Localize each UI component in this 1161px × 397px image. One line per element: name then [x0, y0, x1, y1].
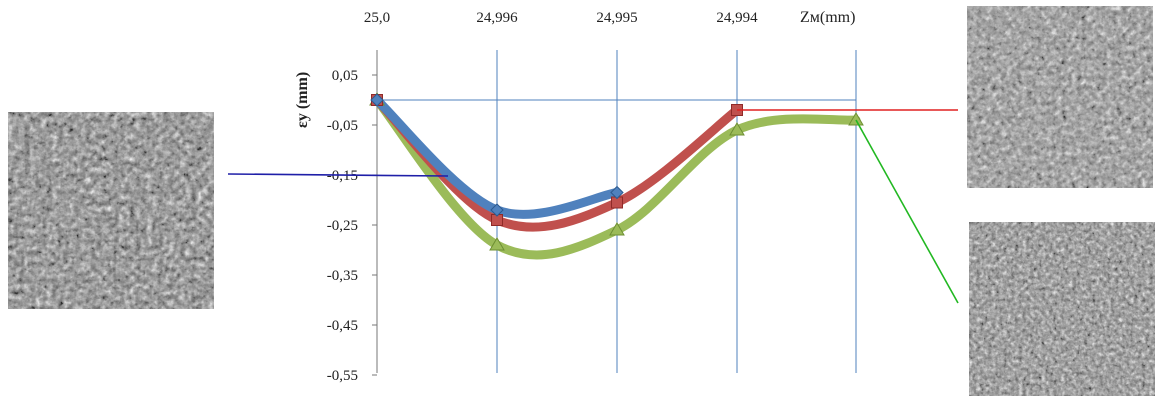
y-tick-label: -0,15: [327, 168, 358, 184]
data-point: [609, 222, 625, 236]
connector-bottom-right: [855, 119, 959, 304]
y-tick-label: -0,05: [327, 118, 358, 134]
y-axis-title: εy (mm): [294, 72, 311, 128]
micrograph-left: [8, 112, 214, 309]
y-tick-label: -0,55: [327, 368, 358, 384]
y-tick-label: -0,45: [327, 318, 358, 334]
y-tick-label: -0,25: [327, 218, 358, 234]
x-tick-label: 24,994: [716, 10, 758, 26]
data-point: [729, 122, 745, 136]
connector-left: [227, 173, 449, 177]
x-tick-label: 24,995: [596, 10, 637, 26]
micrograph-bottom-right: [969, 222, 1155, 396]
data-point: [490, 203, 504, 217]
data-point: [370, 93, 384, 107]
y-tick-label: -0,35: [327, 268, 358, 284]
data-point: [489, 237, 505, 251]
data-point: [848, 112, 864, 126]
x-tick-label: 25,0: [364, 10, 390, 26]
micrograph-top-right: [967, 6, 1153, 188]
x-axis-title: Zм(mm): [800, 9, 855, 26]
x-tick-label: 24,996: [476, 10, 518, 26]
data-point: [610, 185, 624, 200]
y-tick-label: 0,05: [332, 68, 358, 84]
